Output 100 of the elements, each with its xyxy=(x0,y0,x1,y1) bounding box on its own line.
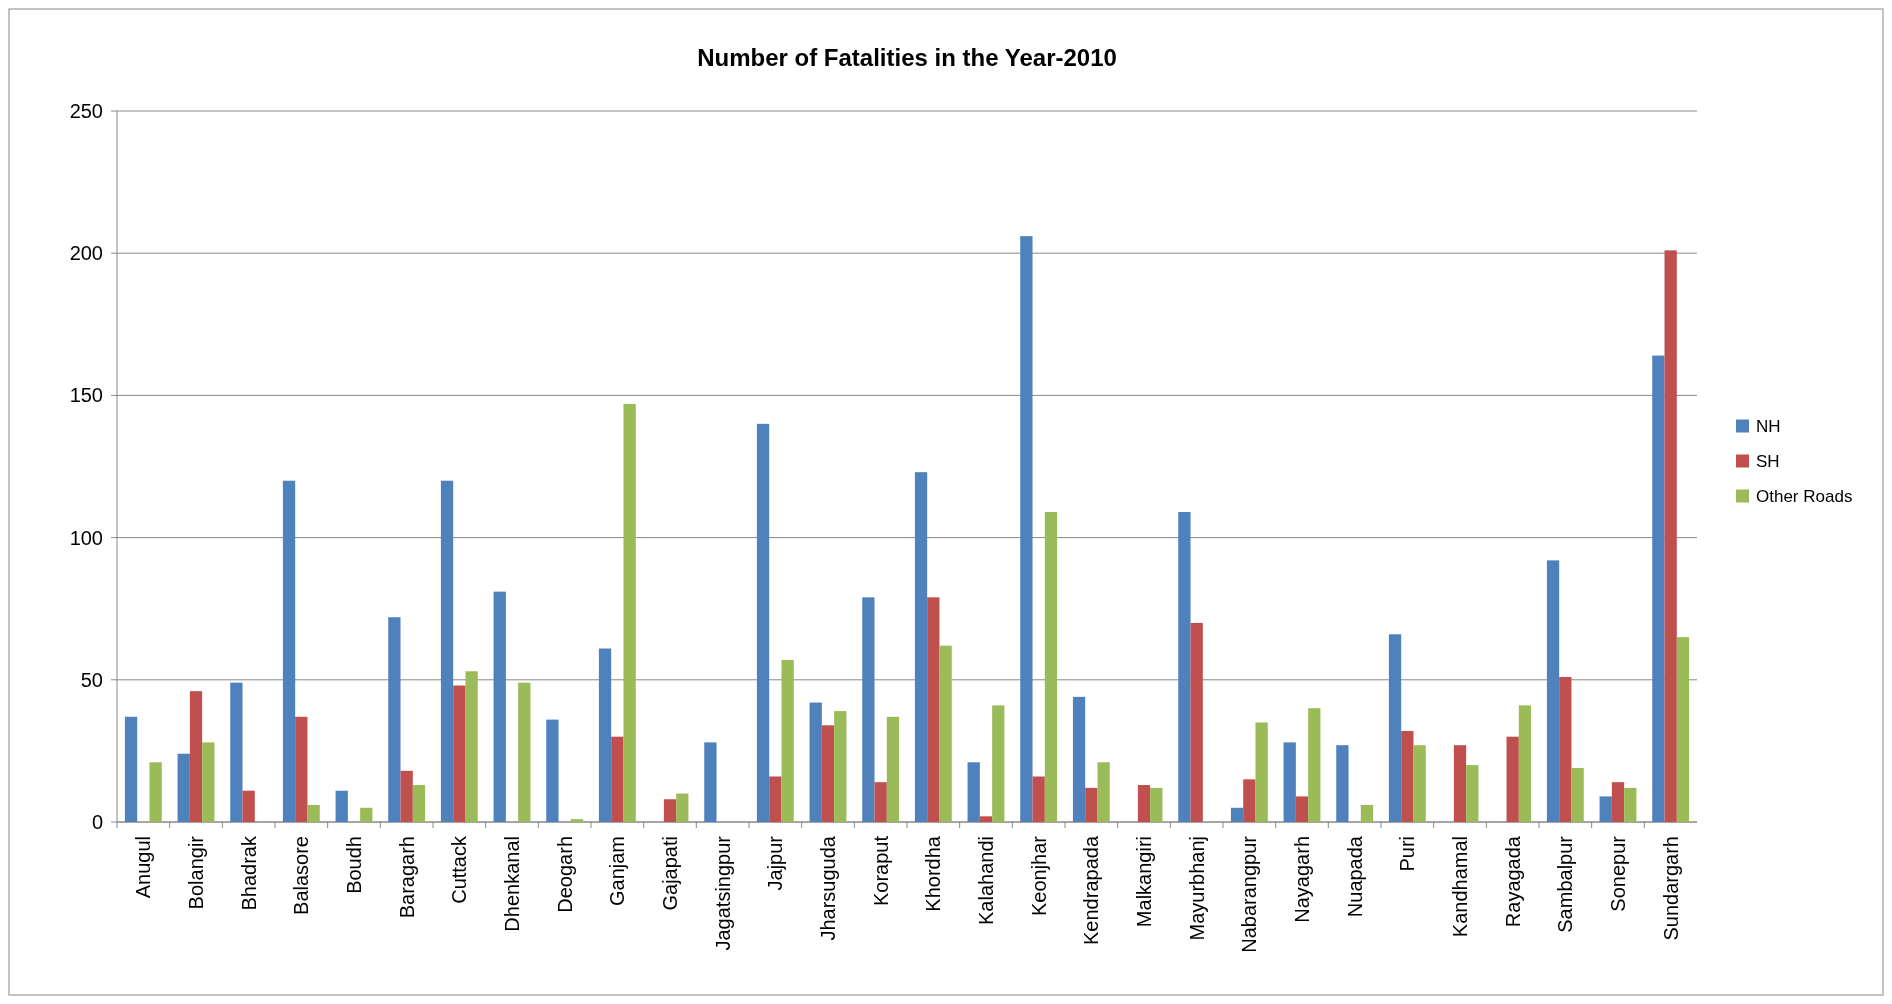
bar xyxy=(623,403,636,822)
bar xyxy=(412,785,426,822)
bar xyxy=(400,770,413,822)
bar xyxy=(769,776,782,822)
x-tick-label: Nuapada xyxy=(1343,835,1366,918)
bar xyxy=(663,799,677,822)
x-tick-label: Gajapati xyxy=(659,836,681,911)
bar xyxy=(1546,560,1560,822)
bar xyxy=(1336,745,1349,822)
x-tick-label: Keonjhar xyxy=(1027,835,1050,917)
x-tick-label: Koraput xyxy=(869,835,892,907)
bar xyxy=(598,648,612,822)
bar xyxy=(440,480,454,822)
bar xyxy=(914,472,928,822)
x-tick-label: Cuttack xyxy=(448,835,471,904)
bar xyxy=(335,790,348,822)
bar xyxy=(1178,512,1191,822)
x-tick-label: Kandhamal xyxy=(1449,836,1471,938)
bar xyxy=(518,682,531,822)
bar xyxy=(1624,787,1637,822)
x-tick-label: Khordha xyxy=(922,835,945,912)
bar xyxy=(465,671,478,822)
bar xyxy=(1559,676,1572,822)
bar xyxy=(1413,745,1426,822)
x-tick-label: Anugul xyxy=(132,836,155,899)
y-tick-label: 200 xyxy=(69,242,103,265)
bar xyxy=(570,819,584,822)
bar xyxy=(453,685,466,822)
bar xyxy=(704,742,717,822)
bar xyxy=(1072,696,1086,822)
x-tick-label: Jagatsingpur xyxy=(711,835,734,951)
legend-label: Other Roads xyxy=(1756,487,1853,507)
bar xyxy=(242,790,255,822)
bar xyxy=(1020,236,1033,822)
bar xyxy=(307,804,320,822)
bar xyxy=(834,711,847,822)
bar xyxy=(230,682,243,822)
x-tick-label: Boudh xyxy=(343,836,365,894)
legend-label: SH xyxy=(1756,452,1780,472)
x-tick-label: Bolangir xyxy=(185,835,207,910)
bar xyxy=(809,702,822,822)
bar xyxy=(1611,782,1625,822)
x-tick-label: Jajpur xyxy=(764,835,787,891)
x-tick-label: Malkangiri xyxy=(1133,836,1155,928)
x-tick-label: Rayagada xyxy=(1501,835,1524,928)
x-tick-label: Nayagarh xyxy=(1291,836,1313,923)
x-tick-label: Puri xyxy=(1396,836,1419,872)
bar xyxy=(1388,634,1402,822)
bar xyxy=(1044,512,1058,822)
x-tick-label: Mayurbhanj xyxy=(1185,836,1208,941)
bar xyxy=(1243,779,1256,822)
bar xyxy=(1676,637,1690,822)
x-tick-label: Sonepur xyxy=(1607,835,1629,912)
bar xyxy=(1466,765,1479,822)
x-tick-label: Sambalpur xyxy=(1554,835,1577,933)
bar xyxy=(979,816,993,822)
x-tick-label: Dhenkanal xyxy=(501,836,523,932)
bar xyxy=(886,716,900,822)
bar xyxy=(1255,722,1268,822)
y-tick-label: 0 xyxy=(91,811,103,833)
x-tick-label: Ganjam xyxy=(606,836,629,907)
bar xyxy=(821,725,835,822)
bar xyxy=(1097,762,1110,822)
bar xyxy=(1599,796,1612,822)
x-tick-label: Deogarh xyxy=(553,836,576,913)
x-tick-label: Jharsuguda xyxy=(817,835,839,941)
y-tick-label: 100 xyxy=(69,526,103,549)
y-tick-label: 250 xyxy=(69,100,103,122)
x-tick-label: Kendrapada xyxy=(1080,835,1103,945)
bar xyxy=(1190,622,1203,822)
x-tick-label: Baragarh xyxy=(395,836,418,919)
bar xyxy=(388,617,401,822)
bar xyxy=(1150,787,1163,822)
bar xyxy=(177,753,190,822)
bar xyxy=(1571,767,1584,822)
x-tick-label: Nabarangpur xyxy=(1238,835,1261,953)
x-tick-label: Bhadrak xyxy=(237,835,260,911)
bar xyxy=(611,736,624,822)
chart-title: Number of Fatalities in the Year-2010 xyxy=(697,44,1117,71)
bar xyxy=(1032,776,1045,822)
bar xyxy=(676,793,689,822)
bar xyxy=(546,719,559,822)
bar xyxy=(1401,730,1414,822)
bar xyxy=(1085,787,1098,822)
x-tick-label: Balasore xyxy=(290,836,313,915)
bar xyxy=(1308,708,1321,822)
bar xyxy=(1652,355,1665,822)
bar xyxy=(939,645,952,822)
bar xyxy=(1283,742,1296,822)
bar xyxy=(189,691,203,822)
bar xyxy=(992,705,1005,822)
bar xyxy=(1453,745,1467,822)
bar xyxy=(149,762,162,822)
bar xyxy=(124,716,138,822)
y-tick-label: 150 xyxy=(69,384,103,407)
bar xyxy=(927,597,940,822)
bar xyxy=(1360,804,1374,822)
bar xyxy=(282,480,296,822)
bar xyxy=(1506,736,1519,822)
bar xyxy=(862,597,875,822)
